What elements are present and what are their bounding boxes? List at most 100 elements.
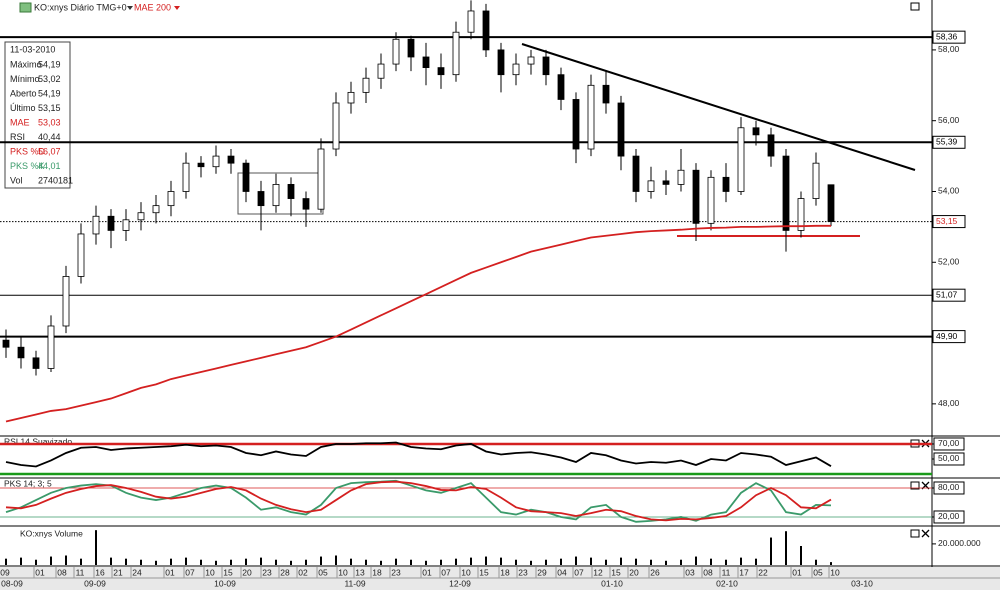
day-label: 15 — [223, 567, 233, 577]
volume-bar — [755, 558, 757, 565]
volume-bar — [155, 560, 157, 565]
info-value: 2740181 — [38, 175, 73, 185]
day-label: 10 — [205, 567, 215, 577]
candle-body — [572, 99, 580, 150]
volume-bar — [65, 555, 67, 565]
y-tick-box — [933, 452, 965, 466]
candle-body — [692, 169, 700, 224]
level-label-box — [932, 330, 966, 344]
info-label: Aberto — [10, 88, 37, 98]
candle-body — [287, 184, 295, 199]
month-label: 01-10 — [601, 578, 623, 588]
candle-body — [2, 339, 10, 348]
volume-bar — [125, 558, 127, 565]
day-label: 11 — [722, 567, 731, 577]
y-tick-label: 48,00 — [938, 398, 960, 408]
maximize-button[interactable] — [910, 2, 920, 11]
day-label: 15 — [479, 567, 489, 577]
maximize-button[interactable] — [910, 529, 920, 538]
candle-body — [302, 198, 310, 210]
volume-bar — [605, 559, 607, 565]
series-line — [5, 441, 832, 468]
candle-body — [722, 176, 730, 192]
info-value: 53,02 — [38, 74, 61, 84]
day-label: 24 — [132, 567, 142, 577]
day-label: 18 — [372, 567, 382, 577]
volume-bar — [365, 559, 367, 565]
candle-body — [407, 38, 415, 58]
day-label: 28 — [280, 567, 290, 577]
info-label: Máximo — [10, 59, 42, 69]
indicator-title[interactable]: MAE 200 — [134, 2, 171, 12]
info-value: 44,01 — [38, 161, 61, 171]
candle-body — [512, 63, 520, 76]
candle-body — [767, 134, 775, 157]
volume-bar — [680, 559, 682, 565]
level-label-box — [932, 30, 966, 44]
candle-body — [17, 346, 25, 359]
volume-bar — [545, 559, 547, 565]
volume-bar — [200, 559, 202, 565]
candle-body — [422, 56, 430, 69]
month-label: 08-09 — [1, 578, 23, 588]
candle-body — [227, 155, 235, 164]
candle-body — [257, 191, 265, 207]
day-label: 23 — [262, 567, 272, 577]
candle-body — [182, 162, 190, 192]
candle-body — [92, 215, 100, 235]
level-label-box — [932, 135, 966, 149]
volume-bar — [50, 556, 52, 565]
close-button[interactable] — [921, 529, 930, 538]
symbol-icon[interactable] — [19, 2, 32, 13]
info-value: 40,44 — [38, 132, 61, 142]
day-label: 17 — [739, 567, 749, 577]
day-label: 01 — [792, 567, 802, 577]
day-label: 01 — [35, 567, 45, 577]
info-label: Vol — [10, 175, 23, 185]
volume-bar — [20, 557, 22, 565]
y-tick-label: 80,00 — [938, 482, 960, 492]
volume-bar — [380, 560, 382, 565]
volume-bar — [440, 559, 442, 565]
y-tick-box — [933, 510, 965, 524]
day-label: 07 — [185, 567, 195, 577]
level-label: 58,36 — [936, 31, 958, 41]
candle-body — [392, 38, 400, 65]
volume-bar — [110, 557, 112, 565]
day-label: 04 — [557, 567, 567, 577]
dropdown-arrow[interactable] — [127, 6, 133, 10]
day-label: 16 — [95, 567, 105, 577]
candle-body — [377, 63, 385, 79]
volume-bar — [485, 556, 487, 565]
volume-bar — [305, 559, 307, 565]
maximize-button[interactable] — [910, 481, 920, 490]
day-label: 21 — [113, 567, 123, 577]
month-label: 11-09 — [344, 578, 365, 588]
volume-bar — [290, 560, 292, 565]
month-label: 02-10 — [716, 578, 738, 588]
day-label: 12 — [593, 567, 603, 577]
volume-bar — [710, 558, 712, 565]
day-label: 07 — [441, 567, 451, 577]
info-label: Mínimo — [10, 74, 40, 84]
panel-title: PKS 14; 3; 5 — [4, 478, 52, 488]
candle-body — [602, 84, 610, 104]
candle-body — [467, 10, 475, 33]
volume-bar — [530, 560, 532, 565]
level-label: 53,15 — [936, 216, 958, 226]
candle-body — [437, 67, 445, 76]
panel-title: RSI 14 Suavizado — [4, 436, 72, 446]
volume-bar — [35, 559, 37, 565]
volume-bar — [335, 555, 337, 565]
y-tick-label: 20,00 — [938, 511, 960, 521]
day-label: 08 — [57, 567, 67, 577]
day-label: 05 — [813, 567, 823, 577]
volume-bar — [695, 556, 697, 565]
candle-body — [662, 180, 670, 185]
volume-bar — [515, 559, 517, 565]
dropdown-arrow[interactable] — [174, 6, 180, 10]
candle-body — [317, 148, 325, 210]
day-label: 02 — [298, 567, 308, 577]
day-label: 20 — [629, 567, 639, 577]
symbol-title[interactable]: KO:xnys Diário TMG+0 — [34, 2, 127, 12]
